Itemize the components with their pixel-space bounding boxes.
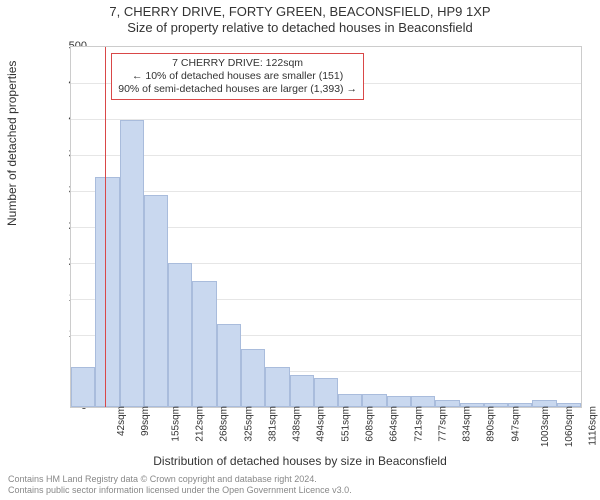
x-tick-label: 890sqm: [486, 406, 497, 442]
x-tick-label: 381sqm: [267, 406, 278, 442]
x-tick-label: 608sqm: [365, 406, 376, 442]
y-axis-label: Number of detached properties: [5, 61, 19, 226]
x-tick-label: 268sqm: [219, 406, 230, 442]
x-tick-label: 1060sqm: [564, 406, 575, 447]
histogram-bar: [241, 349, 265, 407]
info-box: 7 CHERRY DRIVE: 122sqm ← 10% of detached…: [111, 53, 364, 100]
title-main: 7, CHERRY DRIVE, FORTY GREEN, BEACONSFIE…: [0, 4, 600, 20]
histogram-bar: [71, 367, 95, 407]
gridline: [71, 119, 581, 120]
x-tick-label: 155sqm: [170, 406, 181, 442]
info-line-1: 7 CHERRY DRIVE: 122sqm: [118, 57, 357, 70]
x-axis-label: Distribution of detached houses by size …: [0, 454, 600, 468]
x-tick-label: 721sqm: [413, 406, 424, 442]
x-tick-label: 777sqm: [437, 406, 448, 442]
histogram-bar: [192, 281, 216, 407]
histogram-bar: [95, 177, 119, 407]
x-tick-label: 1003sqm: [540, 406, 551, 447]
histogram-bar: [120, 120, 144, 407]
x-tick-label: 42sqm: [116, 406, 127, 436]
x-tick-label: 947sqm: [510, 406, 521, 442]
info-line-2: ← 10% of detached houses are smaller (15…: [118, 70, 357, 83]
footer-line-1: Contains HM Land Registry data © Crown c…: [8, 474, 352, 485]
plot-area: 7 CHERRY DRIVE: 122sqm ← 10% of detached…: [70, 46, 582, 408]
footer-line-2: Contains public sector information licen…: [8, 485, 352, 496]
x-tick-label: 325sqm: [243, 406, 254, 442]
histogram-bar: [290, 375, 314, 407]
histogram-bar: [217, 324, 241, 407]
x-tick-label: 664sqm: [389, 406, 400, 442]
x-tick-label: 494sqm: [316, 406, 327, 442]
info-line-3: 90% of semi-detached houses are larger (…: [118, 83, 357, 96]
title-sub: Size of property relative to detached ho…: [0, 20, 600, 36]
x-tick-label: 551sqm: [340, 406, 351, 442]
x-tick-label: 1116sqm: [587, 406, 598, 446]
title-block: 7, CHERRY DRIVE, FORTY GREEN, BEACONSFIE…: [0, 4, 600, 35]
gridline: [71, 155, 581, 156]
histogram-bar: [144, 195, 168, 407]
histogram-bar: [314, 378, 338, 407]
x-tick-label: 438sqm: [292, 406, 303, 442]
chart-container: 7, CHERRY DRIVE, FORTY GREEN, BEACONSFIE…: [0, 0, 600, 500]
histogram-bar: [265, 367, 289, 407]
x-tick-label: 212sqm: [195, 406, 206, 442]
marker-line: [105, 47, 106, 407]
histogram-bar: [168, 263, 192, 407]
gridline: [71, 191, 581, 192]
x-tick-label: 834sqm: [462, 406, 473, 442]
footer: Contains HM Land Registry data © Crown c…: [8, 474, 352, 496]
x-tick-label: 99sqm: [140, 406, 151, 436]
